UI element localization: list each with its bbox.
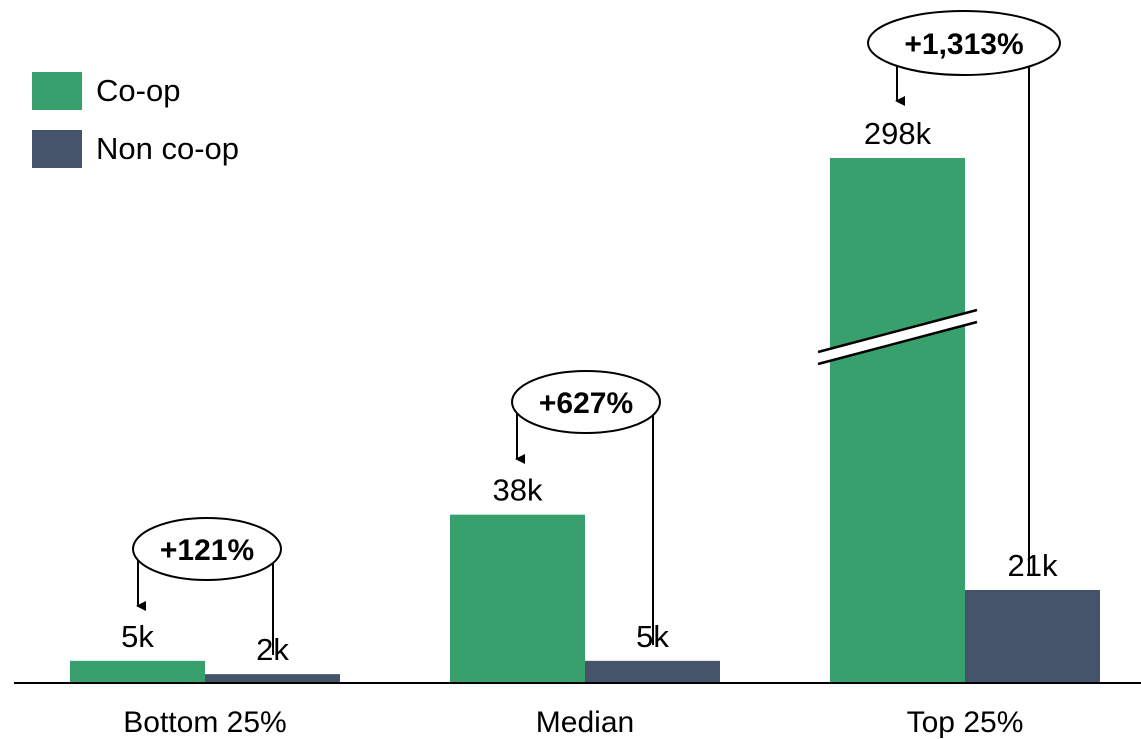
legend-item-noncoop: Non co-op [32,130,239,168]
x-tick-label-1: Median [536,706,634,739]
annotation-ellipse-1 [511,370,661,434]
bar-noncoop-0 [205,674,340,683]
annotation-label-0: +121% [160,534,254,567]
annotation-ellipse-0 [132,517,282,581]
axis-break-line-bottom [817,320,978,366]
bar-coop-0 [70,660,205,683]
bar-noncoop-2 [965,589,1100,683]
data-label-coop-1: 38k [493,473,543,508]
legend-swatch-noncoop [32,130,82,168]
annotation-label-2: +1,313% [904,28,1023,61]
legend-label-coop: Co-op [96,73,181,108]
legend-swatch-coop [32,72,82,110]
x-tick-label-0: Bottom 25% [123,706,286,739]
legend-item-coop: Co-op [32,72,239,110]
legend-label-noncoop: Non co-op [96,131,240,166]
data-label-coop-0: 5k [121,619,154,654]
data-label-noncoop-2: 21k [1008,548,1058,583]
axis-break-line-top [817,308,978,354]
legend: Co-op Non co-op [32,72,239,188]
annotation-label-1: +627% [539,387,633,420]
bar-noncoop-1 [585,660,720,683]
data-label-coop-2: 298k [864,116,932,151]
axis-break-gap [818,310,977,364]
bar-coop-1 [450,514,585,683]
x-tick-label-2: Top 25% [907,706,1024,739]
bar-coop-2 [830,158,965,683]
annotation-ellipse-2 [867,10,1061,76]
